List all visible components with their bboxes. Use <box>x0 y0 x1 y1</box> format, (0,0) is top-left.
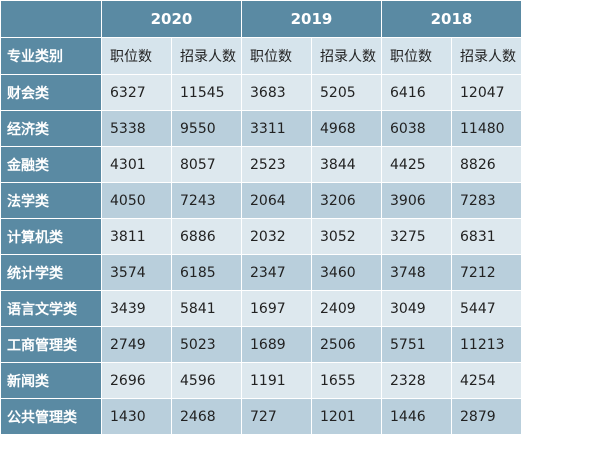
value-cell: 1697 <box>241 290 312 327</box>
value-cell: 4050 <box>101 182 172 219</box>
value-cell: 11213 <box>451 326 522 363</box>
value-cell: 2064 <box>241 182 312 219</box>
value-cell: 2328 <box>381 362 452 399</box>
category-cell: 工商管理类 <box>0 326 102 363</box>
table-row: 经济类 5338 9550 3311 4968 6038 11480 <box>0 110 522 147</box>
positions-header-2020: 职位数 <box>101 37 172 75</box>
category-cell: 经济类 <box>0 110 102 147</box>
year-header-2018: 2018 <box>381 0 522 38</box>
value-cell: 2347 <box>241 254 312 291</box>
value-cell: 3683 <box>241 74 312 111</box>
value-cell: 2506 <box>311 326 382 363</box>
category-cell: 新闻类 <box>0 362 102 399</box>
value-cell: 4254 <box>451 362 522 399</box>
table-body: 财会类 6327 11545 3683 5205 6416 12047 经济类 … <box>0 74 522 435</box>
value-cell: 1655 <box>311 362 382 399</box>
value-cell: 2409 <box>311 290 382 327</box>
table-row: 工商管理类 2749 5023 1689 2506 5751 11213 <box>0 326 522 363</box>
value-cell: 3275 <box>381 218 452 255</box>
value-cell: 1201 <box>311 398 382 435</box>
corner-cell <box>0 0 102 38</box>
value-cell: 3748 <box>381 254 452 291</box>
value-cell: 5841 <box>171 290 242 327</box>
value-cell: 3460 <box>311 254 382 291</box>
value-cell: 2523 <box>241 146 312 183</box>
value-cell: 5338 <box>101 110 172 147</box>
value-cell: 2749 <box>101 326 172 363</box>
value-cell: 4301 <box>101 146 172 183</box>
value-cell: 3906 <box>381 182 452 219</box>
category-cell: 金融类 <box>0 146 102 183</box>
value-cell: 3311 <box>241 110 312 147</box>
recruitment-table: 2020 2019 2018 专业类别 职位数 招录人数 职位数 招录人数 职位… <box>0 0 522 435</box>
value-cell: 3052 <box>311 218 382 255</box>
value-cell: 1430 <box>101 398 172 435</box>
category-cell: 计算机类 <box>0 218 102 255</box>
value-cell: 1689 <box>241 326 312 363</box>
value-cell: 7283 <box>451 182 522 219</box>
value-cell: 7212 <box>451 254 522 291</box>
value-cell: 11545 <box>171 74 242 111</box>
value-cell: 2468 <box>171 398 242 435</box>
value-cell: 2696 <box>101 362 172 399</box>
sub-header-row: 专业类别 职位数 招录人数 职位数 招录人数 职位数 招录人数 <box>0 37 522 75</box>
table-row: 统计学类 3574 6185 2347 3460 3748 7212 <box>0 254 522 291</box>
value-cell: 3811 <box>101 218 172 255</box>
value-cell: 3574 <box>101 254 172 291</box>
value-cell: 8826 <box>451 146 522 183</box>
category-cell: 语言文学类 <box>0 290 102 327</box>
value-cell: 1191 <box>241 362 312 399</box>
value-cell: 3049 <box>381 290 452 327</box>
category-cell: 公共管理类 <box>0 398 102 435</box>
value-cell: 4425 <box>381 146 452 183</box>
value-cell: 4968 <box>311 110 382 147</box>
value-cell: 9550 <box>171 110 242 147</box>
value-cell: 5205 <box>311 74 382 111</box>
table-row: 计算机类 3811 6886 2032 3052 3275 6831 <box>0 218 522 255</box>
value-cell: 11480 <box>451 110 522 147</box>
year-header-2020: 2020 <box>101 0 242 38</box>
category-cell: 法学类 <box>0 182 102 219</box>
value-cell: 6038 <box>381 110 452 147</box>
value-cell: 8057 <box>171 146 242 183</box>
recruits-header-2018: 招录人数 <box>451 37 522 75</box>
table-row: 语言文学类 3439 5841 1697 2409 3049 5447 <box>0 290 522 327</box>
value-cell: 12047 <box>451 74 522 111</box>
recruits-header-2019: 招录人数 <box>311 37 382 75</box>
value-cell: 5023 <box>171 326 242 363</box>
value-cell: 4596 <box>171 362 242 399</box>
value-cell: 6185 <box>171 254 242 291</box>
value-cell: 6327 <box>101 74 172 111</box>
value-cell: 727 <box>241 398 312 435</box>
value-cell: 5447 <box>451 290 522 327</box>
category-cell: 统计学类 <box>0 254 102 291</box>
table-row: 新闻类 2696 4596 1191 1655 2328 4254 <box>0 362 522 399</box>
value-cell: 3439 <box>101 290 172 327</box>
value-cell: 7243 <box>171 182 242 219</box>
table-row: 法学类 4050 7243 2064 3206 3906 7283 <box>0 182 522 219</box>
value-cell: 3844 <box>311 146 382 183</box>
value-cell: 5751 <box>381 326 452 363</box>
value-cell: 6886 <box>171 218 242 255</box>
positions-header-2018: 职位数 <box>381 37 452 75</box>
category-column-header: 专业类别 <box>0 37 102 75</box>
value-cell: 3206 <box>311 182 382 219</box>
value-cell: 6831 <box>451 218 522 255</box>
recruits-header-2020: 招录人数 <box>171 37 242 75</box>
value-cell: 2879 <box>451 398 522 435</box>
category-cell: 财会类 <box>0 74 102 111</box>
year-header-row: 2020 2019 2018 <box>0 0 522 38</box>
table-row: 金融类 4301 8057 2523 3844 4425 8826 <box>0 146 522 183</box>
value-cell: 6416 <box>381 74 452 111</box>
table-row: 公共管理类 1430 2468 727 1201 1446 2879 <box>0 398 522 435</box>
value-cell: 2032 <box>241 218 312 255</box>
value-cell: 1446 <box>381 398 452 435</box>
positions-header-2019: 职位数 <box>241 37 312 75</box>
year-header-2019: 2019 <box>241 0 382 38</box>
table-row: 财会类 6327 11545 3683 5205 6416 12047 <box>0 74 522 111</box>
